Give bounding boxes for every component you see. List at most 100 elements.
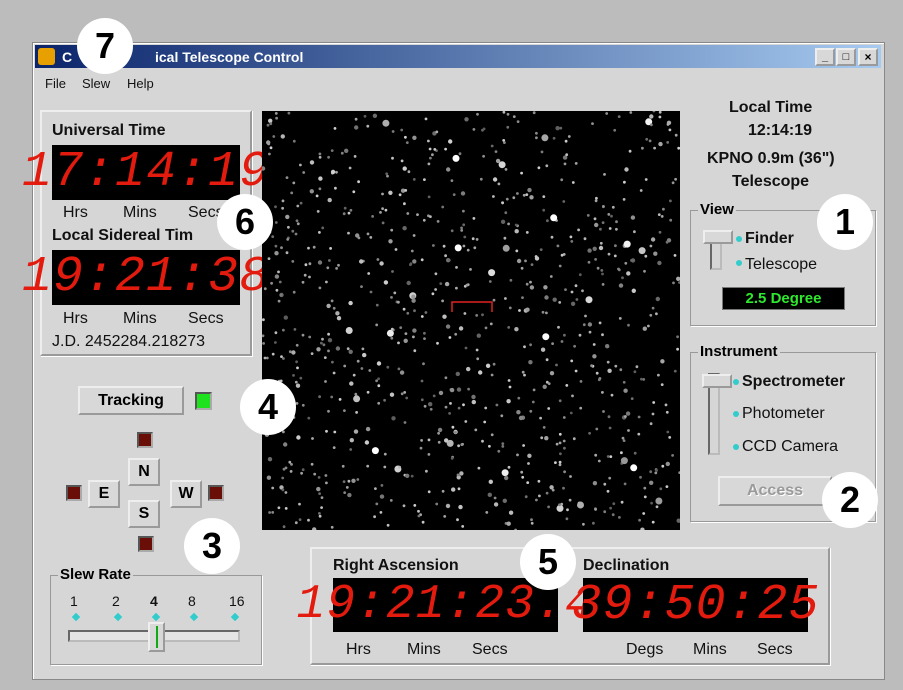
option[interactable]: CCD Camera: [742, 438, 839, 455]
star: [502, 498, 507, 503]
tracking-button[interactable]: Tracking: [78, 386, 184, 415]
switch-thumb[interactable]: [702, 374, 732, 388]
star: [416, 213, 419, 216]
star: [377, 377, 380, 381]
star: [558, 441, 562, 445]
star: [504, 297, 507, 300]
star: [660, 359, 665, 364]
star: [390, 228, 394, 232]
star: [290, 463, 293, 466]
star: [432, 394, 436, 398]
star: [287, 225, 290, 229]
star: [599, 227, 602, 231]
star: [441, 299, 444, 303]
rate-label[interactable]: 16: [229, 593, 245, 609]
star: [403, 391, 407, 394]
star: [650, 237, 656, 242]
star: [525, 307, 530, 312]
star: [649, 480, 654, 485]
star: [327, 338, 333, 343]
star: [429, 215, 432, 218]
star: [662, 207, 665, 211]
star: [446, 439, 454, 447]
star: [355, 233, 360, 238]
star: [388, 190, 393, 195]
switch-thumb[interactable]: [703, 230, 733, 244]
star: [557, 325, 560, 329]
star: [617, 115, 621, 118]
menu-item[interactable]: Help: [127, 76, 154, 91]
close[interactable]: ×: [858, 48, 878, 66]
star: [560, 253, 564, 257]
star: [295, 219, 299, 223]
star: [564, 139, 568, 143]
star: [630, 397, 634, 400]
star: [596, 266, 600, 270]
option[interactable]: Telescope: [745, 256, 818, 273]
east-button[interactable]: E: [88, 480, 120, 508]
star: [598, 245, 604, 251]
rate-label[interactable]: 1: [70, 593, 78, 609]
star: [371, 447, 379, 455]
south-button[interactable]: S: [128, 500, 160, 528]
rate-label[interactable]: 8: [188, 593, 196, 609]
menu-item[interactable]: Slew: [82, 76, 111, 91]
star: [586, 214, 590, 217]
star: [277, 270, 280, 274]
star: [330, 525, 334, 529]
star: [377, 401, 381, 405]
option[interactable]: Spectrometer: [742, 373, 846, 390]
star: [541, 310, 545, 314]
star: [347, 211, 351, 215]
star: [677, 146, 680, 150]
star: [595, 196, 598, 200]
star: [676, 518, 680, 523]
slew-rate-group: [50, 575, 262, 665]
star: [455, 266, 458, 269]
rate-label[interactable]: 4: [150, 593, 158, 609]
west-button[interactable]: W: [170, 480, 202, 508]
option[interactable]: Photometer: [742, 405, 825, 422]
title: ical Telescope Control: [155, 49, 304, 65]
star: [610, 393, 614, 397]
star: [266, 475, 272, 480]
option[interactable]: Finder: [745, 230, 794, 247]
star: [485, 511, 489, 514]
star: [651, 520, 655, 524]
star: [271, 486, 275, 490]
unit: Mins: [693, 641, 727, 658]
star: [655, 296, 660, 302]
star: [598, 321, 602, 325]
star: [442, 314, 447, 319]
star: [301, 468, 305, 472]
indicator: [138, 536, 154, 552]
rate-label[interactable]: 2: [112, 593, 120, 609]
star: [466, 248, 470, 252]
access-button[interactable]: Access: [718, 476, 832, 506]
star: [608, 227, 612, 230]
star: [650, 123, 653, 127]
star: [318, 512, 321, 515]
north-button[interactable]: N: [128, 458, 160, 486]
label: Universal Time: [52, 122, 166, 139]
star: [383, 452, 387, 456]
star: [544, 436, 549, 441]
star: [313, 472, 317, 476]
star: [284, 466, 288, 470]
star: [520, 171, 523, 175]
star: [428, 402, 433, 407]
star: [450, 179, 454, 182]
star: [657, 373, 660, 377]
slider-thumb[interactable]: [148, 622, 165, 652]
star: [282, 467, 286, 471]
menu-item[interactable]: File: [45, 76, 66, 91]
star: [501, 442, 505, 445]
maximize[interactable]: □: [836, 48, 856, 66]
star: [343, 206, 347, 210]
star: [289, 470, 293, 473]
minimize[interactable]: _: [815, 48, 835, 66]
star: [423, 404, 427, 408]
star: [619, 368, 623, 372]
star: [643, 495, 647, 499]
star: [555, 363, 558, 367]
